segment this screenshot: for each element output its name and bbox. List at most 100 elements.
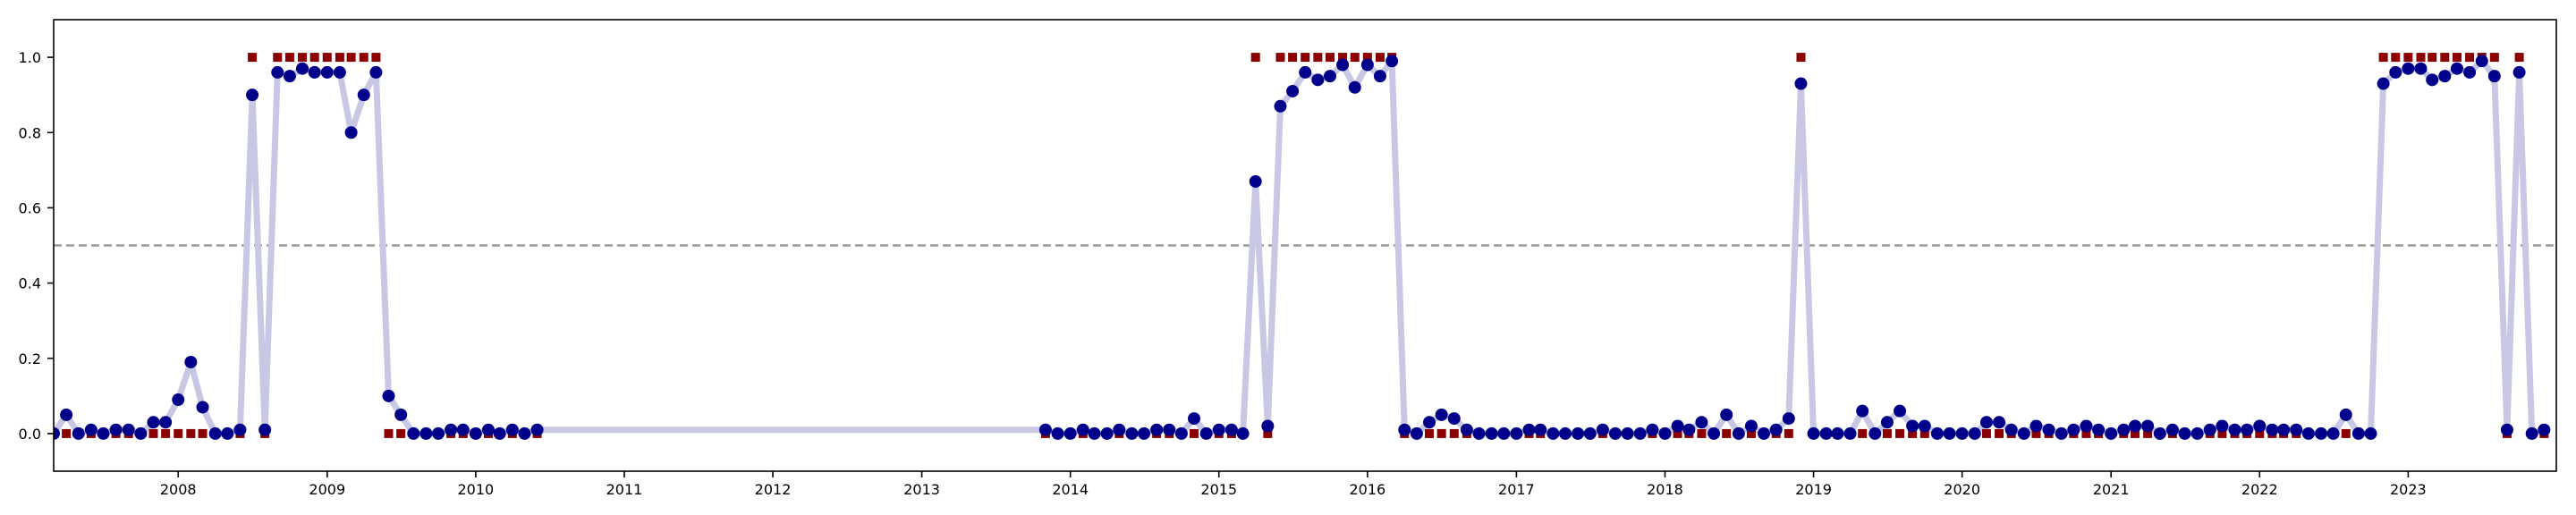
x-tick-label-2: 2010 <box>458 481 495 498</box>
probability-point-18 <box>271 65 284 79</box>
probability-point-136 <box>2228 423 2241 436</box>
probability-point-33 <box>456 423 470 436</box>
probability-point-140 <box>2277 423 2291 436</box>
x-tick-label-8: 2016 <box>1349 481 1385 498</box>
state-point-97 <box>1746 428 1756 438</box>
probability-point-87 <box>1621 426 1634 440</box>
probability-point-11 <box>184 355 198 368</box>
state-point-128 <box>2131 428 2140 438</box>
probability-point-117 <box>1993 416 2006 429</box>
state-point-27 <box>384 428 394 438</box>
probability-point-110 <box>1906 419 1919 433</box>
state-point-145 <box>2341 428 2351 438</box>
probability-point-51 <box>1174 426 1188 440</box>
x-tick-label-11: 2019 <box>1795 481 1832 498</box>
probability-point-130 <box>2153 426 2166 440</box>
axes: 2008 2009 2010 2011 2012 2013 2014 2015 2016 2017… <box>19 19 2557 498</box>
probability-point-77 <box>1497 426 1511 440</box>
state-point-124 <box>2081 428 2091 438</box>
probability-point-74 <box>1460 423 1473 436</box>
probability-point-103 <box>1819 426 1833 440</box>
state-point-152 <box>2428 53 2437 63</box>
state-point-101 <box>1796 53 1806 63</box>
probability-point-42 <box>1063 426 1077 440</box>
state-point-117 <box>1995 428 2004 438</box>
probability-point-57 <box>1249 174 1262 188</box>
probability-point-56 <box>1236 426 1250 440</box>
probability-point-134 <box>2203 423 2216 436</box>
probability-point-71 <box>1423 416 1436 429</box>
x-tick-label-0: 2008 <box>160 481 197 498</box>
probability-point-137 <box>2241 423 2254 436</box>
probability-point-30 <box>419 426 433 440</box>
probability-point-46 <box>1113 423 1126 436</box>
probability-point-88 <box>1633 426 1647 440</box>
probability-point-83 <box>1572 426 1585 440</box>
state-point-52 <box>1190 428 1199 438</box>
probability-point-143 <box>2314 426 2327 440</box>
state-point-23 <box>335 53 344 63</box>
probability-point-65 <box>1348 80 1361 94</box>
x-tick-label-5: 2013 <box>903 481 940 498</box>
axes-frame <box>53 19 2557 472</box>
plot-area <box>54 53 2556 440</box>
state-point-65 <box>1350 53 1360 63</box>
state-point-91 <box>1673 428 1682 438</box>
state-point-138 <box>2255 428 2265 438</box>
state-point-150 <box>2403 53 2413 63</box>
state-point-10 <box>174 428 183 438</box>
probability-point-105 <box>1843 426 1857 440</box>
probability-point-16 <box>246 89 259 102</box>
probability-point-75 <box>1472 426 1486 440</box>
probability-point-133 <box>2190 426 2204 440</box>
probability-point-3 <box>84 423 97 436</box>
probability-point-154 <box>2450 62 2463 75</box>
state-point-129 <box>2143 428 2153 438</box>
probability-point-153 <box>2438 70 2452 83</box>
probability-point-21 <box>308 65 321 79</box>
state-point-24 <box>346 53 356 63</box>
state-point-62 <box>1313 53 1323 63</box>
state-point-149 <box>2391 53 2401 63</box>
probability-point-156 <box>2475 55 2488 68</box>
probability-point-69 <box>1398 423 1411 436</box>
probability-point-108 <box>1880 416 1894 429</box>
probability-point-104 <box>1831 426 1844 440</box>
probability-point-155 <box>2463 65 2477 79</box>
probability-point-52 <box>1188 412 1200 426</box>
state-point-100 <box>1784 428 1793 438</box>
probability-point-70 <box>1410 426 1423 440</box>
probability-point-129 <box>2141 419 2155 433</box>
x-tick-label-6: 2014 <box>1052 481 1089 498</box>
state-point-155 <box>2465 53 2475 63</box>
probability-point-142 <box>2301 426 2315 440</box>
state-point-21 <box>309 53 319 63</box>
probability-point-49 <box>1150 423 1164 436</box>
probability-point-20 <box>296 62 309 75</box>
probability-point-116 <box>1979 416 1993 429</box>
probability-point-68 <box>1385 55 1399 68</box>
state-point-109 <box>1895 428 1905 438</box>
state-point-19 <box>284 53 294 63</box>
probability-point-93 <box>1695 416 1708 429</box>
probability-point-4 <box>97 426 110 440</box>
probability-point-0 <box>54 426 60 440</box>
probability-point-99 <box>1769 423 1783 436</box>
probability-point-115 <box>1968 426 1981 440</box>
probability-point-13 <box>208 426 222 440</box>
probability-point-89 <box>1646 423 1659 436</box>
probability-point-23 <box>333 65 346 79</box>
state-point-59 <box>1275 53 1285 63</box>
probability-point-113 <box>1943 426 1956 440</box>
probability-point-148 <box>2377 77 2390 90</box>
probability-point-79 <box>1522 423 1536 436</box>
probability-point-48 <box>1138 426 1151 440</box>
probability-point-145 <box>2339 408 2352 421</box>
probability-point-55 <box>1224 423 1238 436</box>
probability-point-109 <box>1894 404 1907 418</box>
state-point-16 <box>248 53 258 63</box>
state-point-11 <box>186 428 196 438</box>
x-tick-label-15: 2023 <box>2390 481 2427 498</box>
probability-point-36 <box>493 426 506 440</box>
probability-point-5 <box>109 423 123 436</box>
